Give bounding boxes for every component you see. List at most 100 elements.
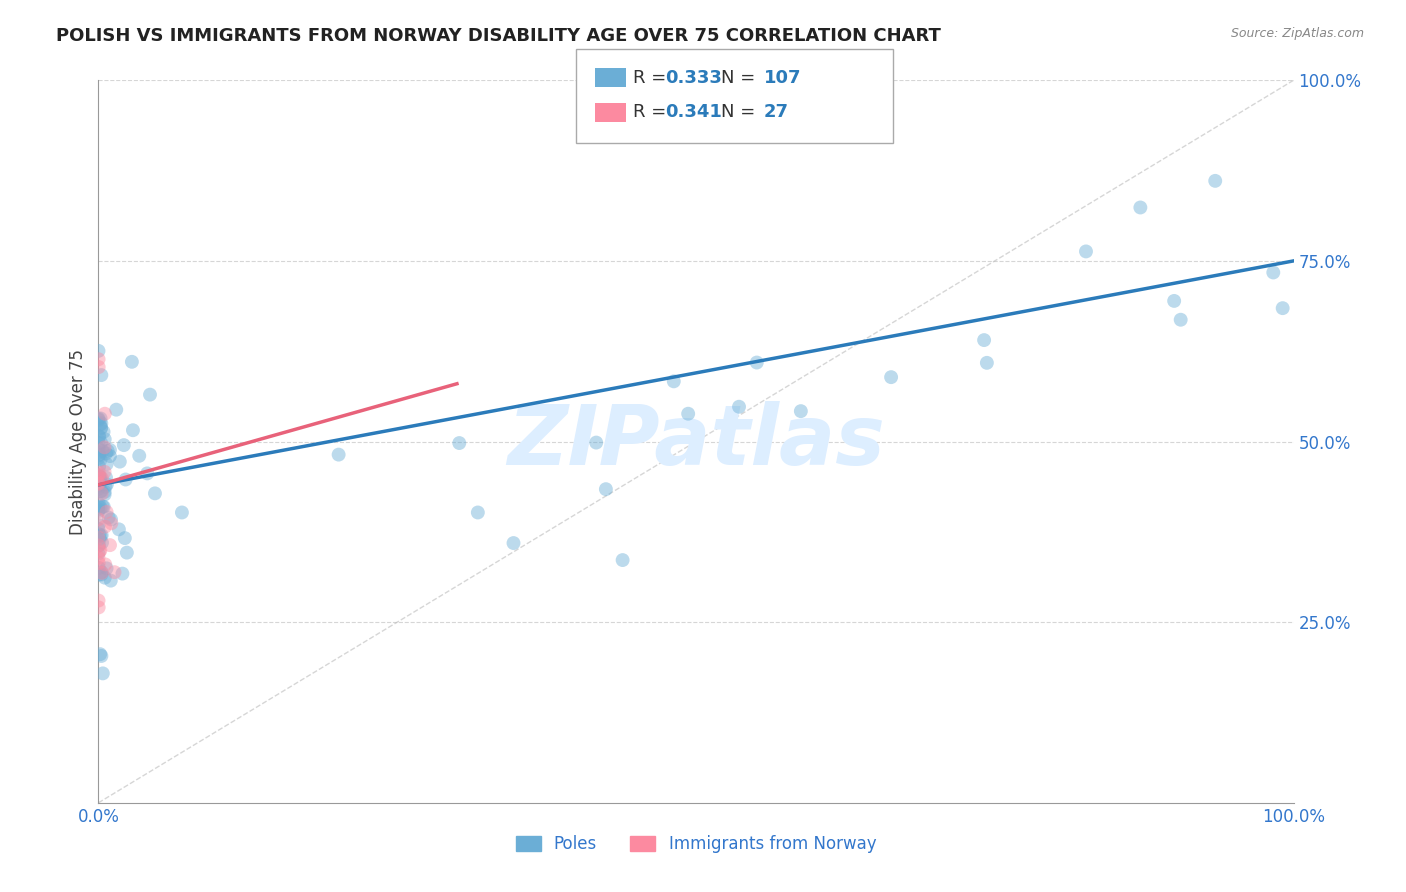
Point xyxy=(89,470,111,484)
Point xyxy=(90,484,112,499)
Point xyxy=(87,539,110,553)
Point xyxy=(87,448,110,462)
Point xyxy=(94,571,117,585)
Text: 107: 107 xyxy=(763,69,801,87)
Point xyxy=(328,448,350,462)
Point xyxy=(87,567,110,582)
Point xyxy=(87,527,110,541)
Point xyxy=(87,352,110,367)
Point xyxy=(87,468,110,483)
Point xyxy=(128,449,150,463)
Point xyxy=(467,506,489,520)
Point xyxy=(1129,201,1152,215)
Point xyxy=(90,435,112,450)
Point xyxy=(89,532,111,546)
Point xyxy=(1170,312,1192,326)
Point xyxy=(1163,293,1185,308)
Point xyxy=(87,522,110,536)
Point xyxy=(87,343,110,358)
Point xyxy=(87,360,110,375)
Point xyxy=(728,400,751,414)
Point xyxy=(91,500,114,514)
Point xyxy=(94,446,117,460)
Point xyxy=(880,370,903,384)
Point xyxy=(89,529,111,543)
Point xyxy=(87,600,110,615)
Point xyxy=(87,411,110,425)
Point xyxy=(87,502,110,516)
Point xyxy=(89,545,111,559)
Point xyxy=(98,449,121,463)
Text: 0.333: 0.333 xyxy=(665,69,721,87)
Point xyxy=(114,531,136,545)
Point xyxy=(87,546,110,560)
Text: R =: R = xyxy=(633,69,672,87)
Point xyxy=(87,539,110,553)
Point xyxy=(91,535,114,549)
Point xyxy=(94,519,117,533)
Point xyxy=(93,465,115,479)
Point xyxy=(87,442,110,456)
Point xyxy=(90,452,112,467)
Point xyxy=(90,411,112,425)
Point xyxy=(87,497,110,511)
Point xyxy=(87,476,110,491)
Point xyxy=(97,510,120,524)
Text: R =: R = xyxy=(633,103,672,121)
Point xyxy=(87,472,110,486)
Point xyxy=(93,432,115,446)
Point xyxy=(745,355,768,369)
Point xyxy=(87,500,110,514)
Point xyxy=(100,516,122,531)
Point xyxy=(676,407,699,421)
Point xyxy=(90,473,112,487)
Point xyxy=(90,648,112,663)
Point xyxy=(112,438,135,452)
Point xyxy=(100,574,122,588)
Point xyxy=(87,450,110,465)
Point xyxy=(87,475,110,490)
Point xyxy=(87,482,110,496)
Point xyxy=(98,442,121,457)
Point xyxy=(662,375,685,389)
Text: N =: N = xyxy=(721,103,755,121)
Point xyxy=(90,483,112,498)
Point xyxy=(89,429,111,443)
Point xyxy=(973,333,995,347)
Point xyxy=(612,553,634,567)
Point xyxy=(87,593,110,607)
Y-axis label: Disability Age Over 75: Disability Age Over 75 xyxy=(69,349,87,534)
Point xyxy=(976,356,998,370)
Point xyxy=(93,487,115,501)
Point xyxy=(98,538,121,552)
Point xyxy=(90,566,112,580)
Point xyxy=(94,470,117,484)
Legend: Poles, Immigrants from Norway: Poles, Immigrants from Norway xyxy=(509,828,883,860)
Point xyxy=(108,522,131,536)
Point xyxy=(90,417,112,431)
Point xyxy=(96,561,118,575)
Point xyxy=(108,455,131,469)
Point xyxy=(100,512,122,526)
Point xyxy=(87,445,110,459)
Point xyxy=(1271,301,1294,315)
Point xyxy=(94,407,117,421)
Text: 27: 27 xyxy=(763,103,789,121)
Point xyxy=(502,536,524,550)
Point xyxy=(87,504,110,518)
Point xyxy=(87,468,110,483)
Point xyxy=(94,558,117,572)
Point xyxy=(87,512,110,526)
Point xyxy=(93,500,115,514)
Point xyxy=(89,478,111,492)
Point xyxy=(87,469,110,483)
Point xyxy=(89,466,111,480)
Point xyxy=(90,567,112,582)
Point xyxy=(90,528,112,542)
Point xyxy=(87,429,110,443)
Point xyxy=(136,467,159,481)
Point xyxy=(89,543,111,558)
Point xyxy=(90,486,112,500)
Point xyxy=(87,518,110,533)
Point xyxy=(96,477,118,491)
